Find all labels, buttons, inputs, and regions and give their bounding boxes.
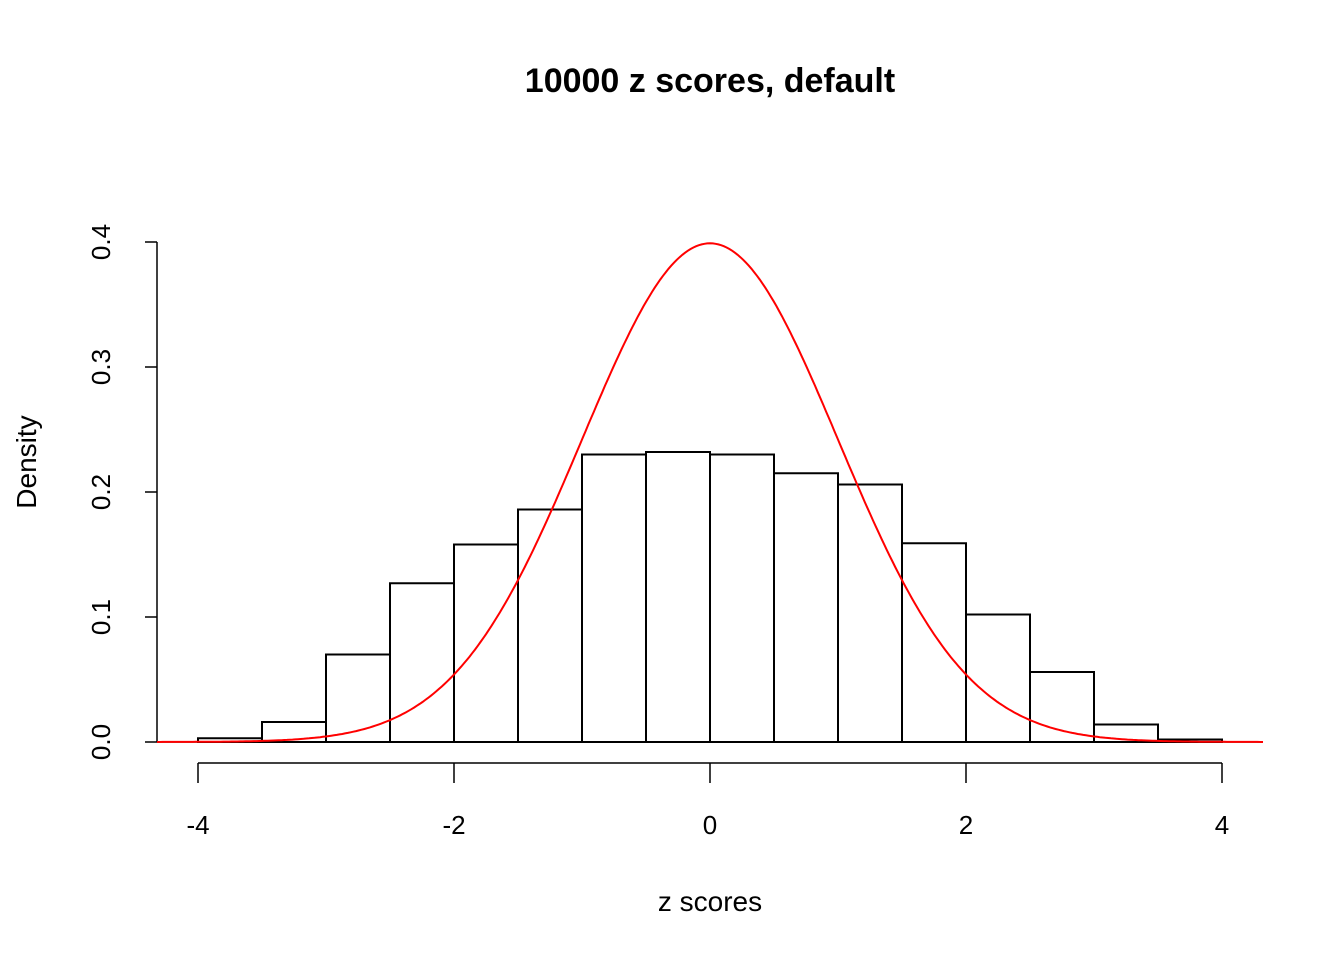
histogram-bar bbox=[901, 542, 967, 743]
histogram-bar bbox=[517, 508, 583, 743]
histogram-bar bbox=[837, 483, 903, 743]
histogram-bar bbox=[389, 582, 455, 743]
histogram-bar bbox=[325, 653, 391, 743]
histogram-bar bbox=[645, 451, 711, 743]
axes: 0.0 0.1 0.2 0.3 0.4 -4 -2 0 2 4 bbox=[86, 224, 1263, 840]
histogram-bar bbox=[453, 543, 519, 743]
x-tick-label: 4 bbox=[1215, 810, 1229, 840]
y-tick-label: 0.3 bbox=[86, 349, 116, 385]
y-tick-label: 0.0 bbox=[86, 724, 116, 760]
x-tick-label: -2 bbox=[442, 810, 465, 840]
x-tick-label: -4 bbox=[186, 810, 209, 840]
histogram-bar bbox=[965, 613, 1031, 743]
chart-title: 10000 z scores, default bbox=[525, 62, 895, 100]
x-tick-label: 0 bbox=[703, 810, 717, 840]
histogram-bar bbox=[709, 453, 775, 743]
x-tick-label: 2 bbox=[959, 810, 973, 840]
y-tick-label: 0.2 bbox=[86, 474, 116, 510]
y-tick-label: 0.1 bbox=[86, 599, 116, 635]
histogram-bar bbox=[581, 453, 647, 743]
y-tick-label: 0.4 bbox=[86, 224, 116, 260]
bars bbox=[197, 451, 1223, 743]
y-axis-label: Density bbox=[11, 415, 42, 508]
x-axis-label: z scores bbox=[658, 886, 762, 917]
normal-density-curve bbox=[157, 242, 1263, 743]
histogram-bar bbox=[773, 472, 839, 743]
